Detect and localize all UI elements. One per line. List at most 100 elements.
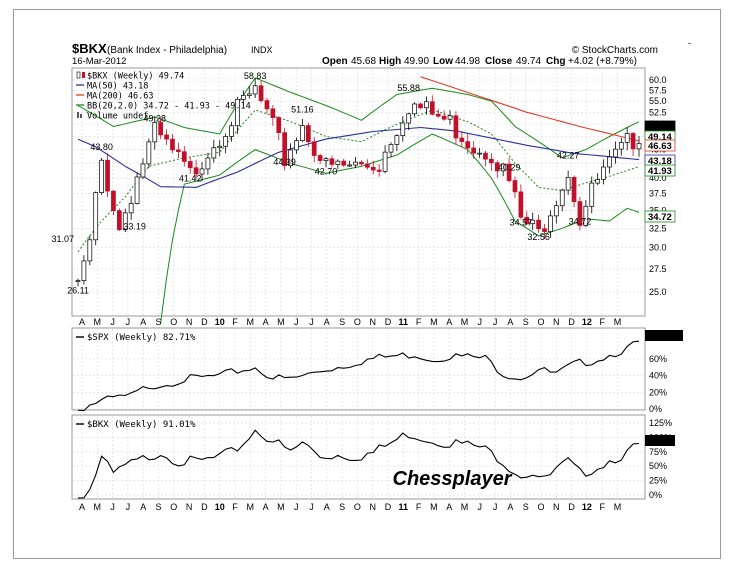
last-value-tag-text: 43.18 [648, 156, 672, 167]
spx-last-value-text: 1404.17 [647, 331, 681, 342]
candle-body [512, 180, 518, 193]
candle-body [282, 132, 288, 167]
candle-body [276, 117, 282, 133]
series-layer [75, 76, 642, 499]
candle-body [170, 138, 175, 151]
price-annotation: 26.11 [67, 285, 89, 295]
price-annotation: 34.72 [569, 216, 592, 226]
x-tick-label: S [523, 317, 529, 327]
candle-body [583, 205, 589, 226]
candle-body [459, 137, 465, 142]
legend-entry: MA(50) 43.18 [87, 82, 148, 92]
chart-date: 16-Mar-2012 [72, 56, 126, 67]
x-tick-label: D [201, 502, 208, 512]
candle-body [471, 147, 477, 154]
x-tick-label: S [523, 502, 529, 512]
candle-body [93, 192, 99, 241]
candle-body [264, 100, 270, 110]
candle-body [577, 201, 583, 226]
candle-body [217, 145, 223, 149]
candle-body [258, 85, 264, 101]
chart-exchange: INDX [251, 45, 273, 55]
x-tick-label: 10 [215, 317, 225, 327]
candle-body [465, 141, 471, 149]
candle-body [229, 125, 234, 137]
price-annotation: 33.19 [123, 221, 146, 231]
x-tick-label: A [79, 502, 85, 512]
legend-entry: MA(200) 46.63 [87, 92, 154, 102]
x-tick-label: 11 [399, 317, 409, 327]
candle-body [193, 167, 199, 175]
candle-body [329, 158, 335, 165]
legend-volume-swatch [77, 112, 79, 118]
y-tick-label: 125% [649, 418, 672, 428]
spx-legend: $SPX (Weekly) 82.71% [76, 333, 196, 343]
stockcharts-credit: © StockCharts.com [572, 45, 658, 56]
candle-body [87, 239, 93, 262]
high-value: 49.90 [404, 56, 429, 67]
x-tick-label: J [110, 317, 115, 327]
bb-lower-line [160, 133, 640, 323]
x-tick-label: M [277, 317, 285, 327]
y-tick-label: 55.0 [649, 96, 667, 106]
candle-body [288, 149, 293, 167]
x-tick-label: F [416, 317, 422, 327]
y-tick-label: 60% [649, 354, 667, 364]
x-tick-label: 10 [215, 502, 225, 512]
candle-body [323, 158, 329, 161]
x-tick-label: J [478, 502, 483, 512]
candle-body [524, 216, 530, 225]
x-tick-label: S [155, 502, 161, 512]
legend-entry: Volume undef [87, 112, 148, 122]
x-tick-label: J [493, 502, 498, 512]
candle-body [235, 98, 240, 127]
y-tick-label: 25.0 [649, 287, 667, 297]
candle-body [294, 140, 299, 151]
y-tick-label: 0% [649, 404, 662, 414]
candle-body [489, 158, 494, 164]
open-value: 45.68 [351, 56, 376, 67]
y-tick-label: 25% [649, 476, 667, 486]
candle-body [530, 219, 536, 225]
x-tick-label: M [247, 502, 255, 512]
watermark-text: Chessplayer [393, 468, 513, 490]
x-tick-label: S [339, 502, 345, 512]
candle-body [252, 85, 258, 95]
x-tick-label: D [385, 317, 392, 327]
y-tick-label: 0% [649, 490, 662, 500]
x-tick-label: N [369, 317, 376, 327]
y-tick-label: 20% [649, 387, 667, 397]
ohlc-readout: Open 45.68 High 49.90 Low 44.98 Close 49… [322, 56, 637, 67]
candle-body [382, 151, 388, 172]
price-annotation: 58.83 [244, 71, 267, 81]
last-value-tag-text: 34.72 [648, 212, 672, 223]
candle-body [548, 215, 553, 232]
candle-body [199, 168, 205, 175]
x-tick-label: F [416, 502, 422, 512]
x-tick-label: A [140, 502, 146, 512]
candle-body [483, 152, 488, 160]
candle-body [270, 108, 276, 118]
last-value-tag [644, 210, 676, 223]
last-value-tag-text: 41.93 [648, 166, 672, 177]
candle-body [146, 141, 152, 165]
x-tick-label: O [170, 502, 177, 512]
candle-body [116, 210, 122, 231]
spx-performance-line [77, 340, 640, 412]
candle-body [542, 228, 547, 232]
x-tick-label: J [493, 317, 498, 327]
candle-body [565, 177, 571, 191]
candle-body [613, 148, 618, 158]
x-tick-label: J [110, 502, 115, 512]
y-tick-label: 40% [649, 371, 667, 381]
chg-value: +4.02 (+8.79%) [568, 56, 637, 67]
candle-body [353, 161, 358, 166]
low-label: Low [433, 56, 453, 67]
bkx-perf-legend-text: $BKX (Weekly) 91.01% [87, 420, 196, 430]
low-value: 44.98 [455, 56, 480, 67]
x-tick-label: J [294, 502, 299, 512]
candle-body [359, 161, 364, 165]
candle-body [441, 115, 447, 120]
grid-lines [73, 69, 644, 498]
candle-body [435, 113, 441, 117]
